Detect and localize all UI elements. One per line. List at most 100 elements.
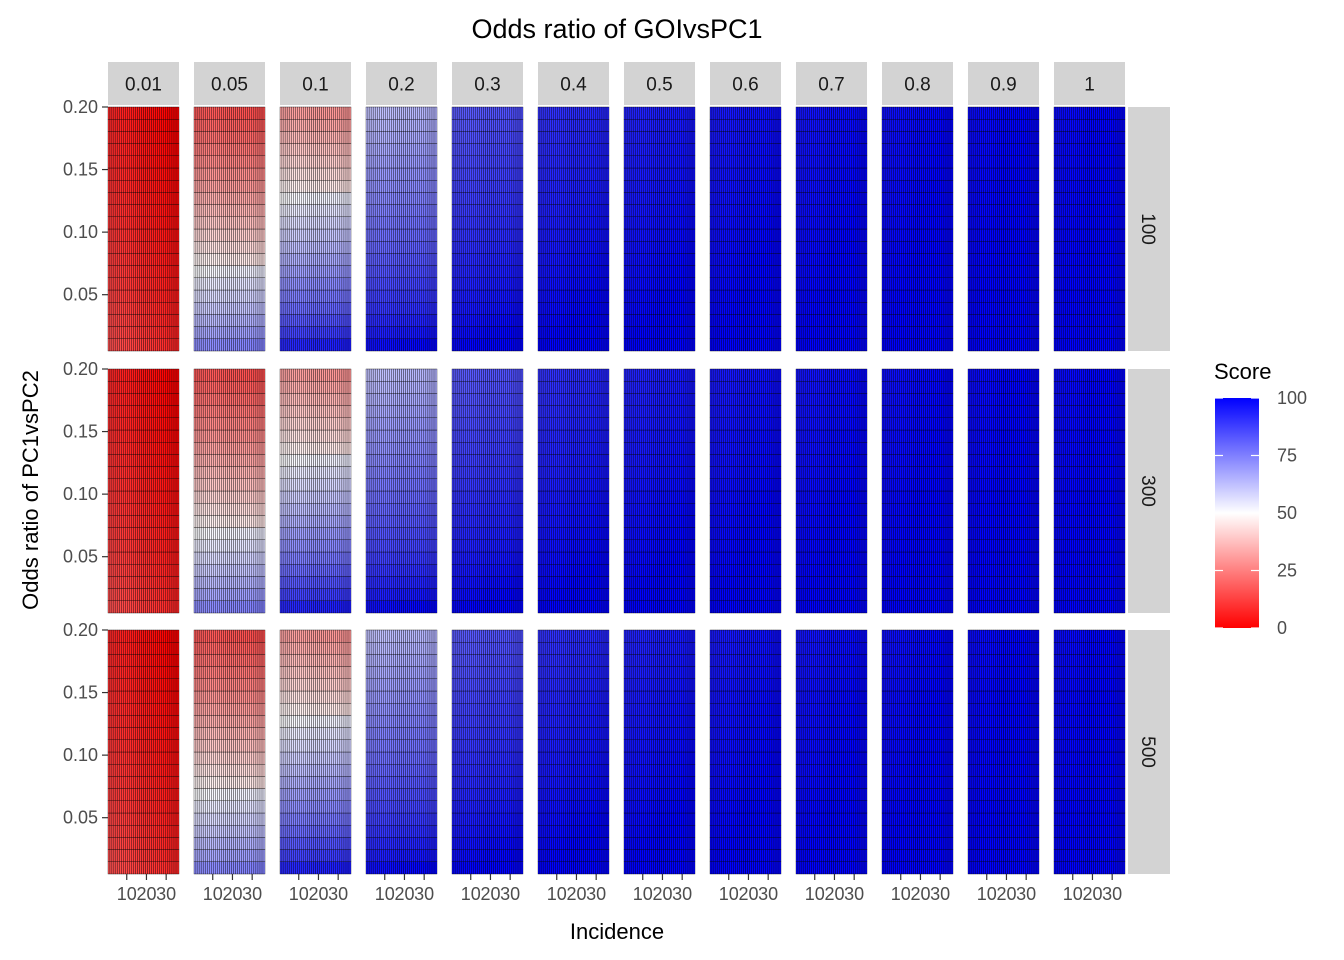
heatmap-cell — [177, 217, 179, 229]
heatmap-cell — [327, 229, 329, 241]
heatmap-cell — [161, 156, 163, 168]
heatmap-cell — [126, 430, 128, 442]
heatmap-cell — [300, 156, 302, 168]
heatmap-cell — [224, 156, 226, 168]
heatmap-cell — [222, 776, 224, 788]
heatmap-cell — [239, 302, 241, 314]
heatmap-cell — [306, 278, 308, 290]
heatmap-cell — [239, 442, 241, 454]
heatmap-cell — [161, 515, 163, 527]
heatmap-cell — [153, 253, 155, 265]
heatmap-cell — [126, 467, 128, 479]
heatmap-cell — [214, 241, 216, 253]
heatmap-cell — [257, 601, 259, 613]
heatmap-cell — [177, 278, 179, 290]
heatmap-cell — [294, 253, 296, 265]
heatmap-cell — [321, 131, 323, 143]
heatmap-cell — [222, 715, 224, 727]
heatmap-cell — [317, 314, 319, 326]
heatmap-cell — [228, 454, 230, 466]
heatmap-cell — [231, 654, 233, 666]
heatmap-cell — [144, 253, 146, 265]
heatmap-cell — [335, 302, 337, 314]
heatmap-cell — [243, 302, 245, 314]
heatmap-cell — [122, 564, 124, 576]
heatmap-cell — [317, 290, 319, 302]
heatmap-cell — [124, 552, 126, 564]
heatmap-cell — [114, 418, 116, 430]
heatmap-cell — [122, 266, 124, 278]
heatmap-cell — [200, 728, 202, 740]
heatmap-cell — [145, 144, 147, 156]
facet-panel — [108, 107, 179, 351]
heatmap-cell — [228, 418, 230, 430]
heatmap-cell — [151, 589, 153, 601]
heatmap-cell — [161, 813, 163, 825]
heatmap-cell — [138, 107, 140, 119]
heatmap-cell — [253, 119, 255, 131]
heatmap-cell — [128, 789, 130, 801]
heatmap-cell — [263, 168, 265, 180]
heatmap-cell — [251, 515, 253, 527]
heatmap-cell — [235, 180, 237, 192]
heatmap-cell — [329, 156, 331, 168]
heatmap-cell — [345, 241, 347, 253]
heatmap-cell — [226, 454, 228, 466]
heatmap-cell — [116, 253, 118, 265]
heatmap-cell — [208, 552, 210, 564]
heatmap-cell — [261, 302, 263, 314]
heatmap-cell — [198, 381, 200, 393]
heatmap-cell — [196, 589, 198, 601]
heatmap-cell — [165, 314, 167, 326]
heatmap-cell — [175, 776, 177, 788]
heatmap-cell — [245, 601, 247, 613]
heatmap-cell — [237, 327, 239, 339]
heatmap-cell — [122, 479, 124, 491]
heatmap-cell — [333, 314, 335, 326]
heatmap-cell — [345, 205, 347, 217]
heatmap-cell — [206, 327, 208, 339]
heatmap-cell — [245, 491, 247, 503]
heatmap-cell — [120, 418, 122, 430]
heatmap-cell — [134, 327, 136, 339]
heatmap-cell — [241, 491, 243, 503]
heatmap-cell — [294, 156, 296, 168]
heatmap-cell — [118, 479, 120, 491]
heatmap-cell — [202, 813, 204, 825]
heatmap-cell — [249, 789, 251, 801]
heatmap-cell — [196, 837, 198, 849]
heatmap-cell — [171, 601, 173, 613]
heatmap-cell — [226, 552, 228, 564]
heatmap-cell — [218, 801, 220, 813]
heatmap-cell — [235, 406, 237, 418]
heatmap-cell — [140, 144, 142, 156]
heatmap-cell — [288, 156, 290, 168]
heatmap-cell — [216, 290, 218, 302]
heatmap-cell — [175, 540, 177, 552]
heatmap-cell — [171, 825, 173, 837]
heatmap-cell — [288, 180, 290, 192]
heatmap-cell — [128, 314, 130, 326]
heatmap-cell — [325, 327, 327, 339]
heatmap-cell — [241, 430, 243, 442]
heatmap-cell — [116, 601, 118, 613]
heatmap-cell — [231, 454, 233, 466]
heatmap-cell — [136, 302, 138, 314]
heatmap-cell — [134, 552, 136, 564]
heatmap-cell — [224, 205, 226, 217]
heatmap-cell — [116, 491, 118, 503]
heatmap-cell — [306, 229, 308, 241]
heatmap-cell — [198, 576, 200, 588]
heatmap-cell — [136, 156, 138, 168]
heatmap-cell — [124, 327, 126, 339]
heatmap-cell — [218, 789, 220, 801]
heatmap-cell — [204, 691, 206, 703]
heatmap-cell — [331, 144, 333, 156]
heatmap-cell — [308, 144, 310, 156]
heatmap-cell — [304, 241, 306, 253]
heatmap-cell — [132, 430, 134, 442]
heatmap-cell — [108, 467, 110, 479]
heatmap-cell — [220, 418, 222, 430]
heatmap-cell — [308, 131, 310, 143]
heatmap-cell — [251, 442, 253, 454]
